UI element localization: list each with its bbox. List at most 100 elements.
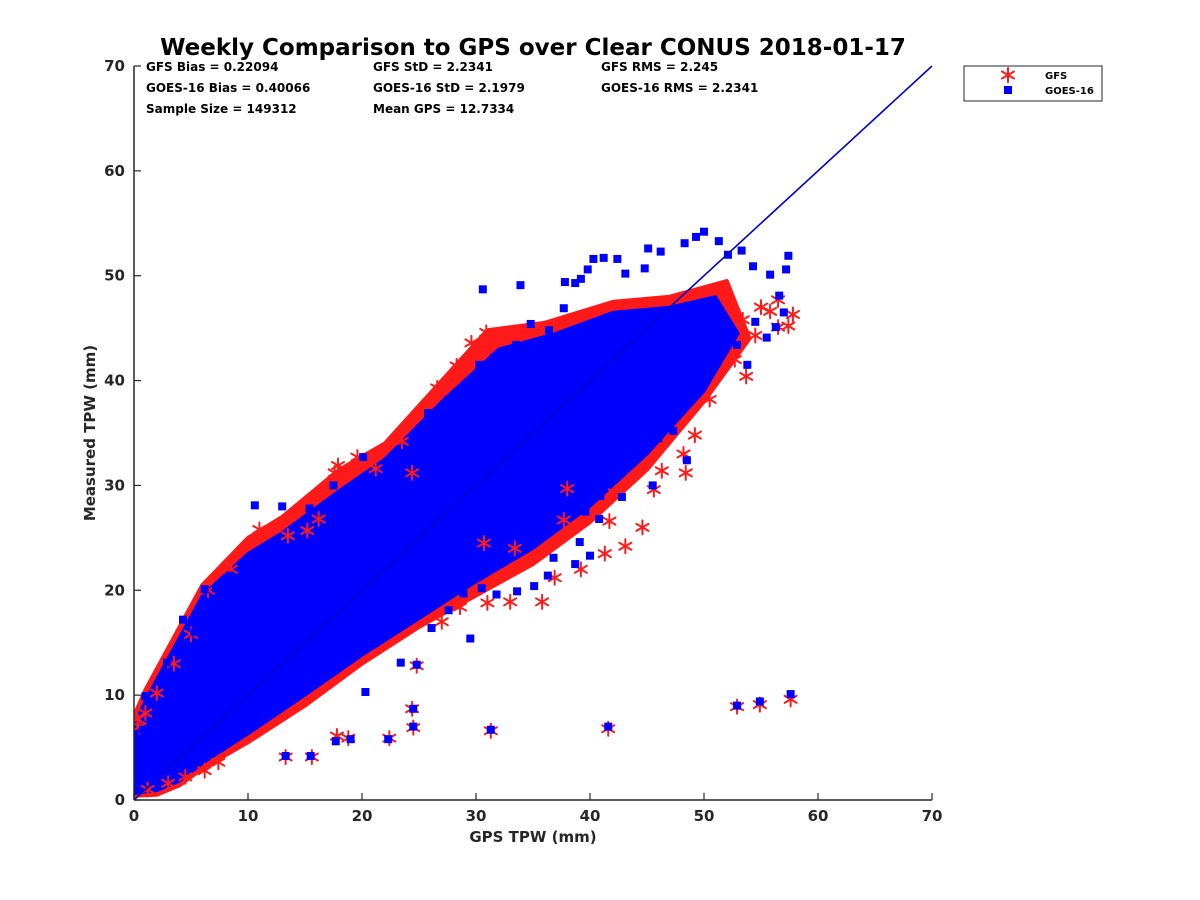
- gfs-point: [602, 513, 617, 530]
- gfs-point: [618, 538, 633, 555]
- gfs-point: [149, 685, 164, 702]
- goes16-point: [200, 585, 209, 594]
- gfs-point: [560, 480, 575, 497]
- goes16-point: [179, 615, 188, 624]
- goes16-point: [733, 701, 742, 710]
- legend: GFS GOES-16: [963, 65, 1103, 102]
- gfs-point: [507, 540, 522, 557]
- gfs-point: [178, 768, 193, 785]
- goes16-point: [544, 326, 553, 335]
- legend-goes16-square: [1004, 86, 1012, 94]
- goes16-point: [560, 278, 569, 287]
- goes16-point: [526, 319, 535, 328]
- gfs-point: [753, 299, 769, 316]
- goes16-point: [409, 722, 418, 731]
- goes16-point: [559, 304, 568, 313]
- gfs-point: [597, 545, 612, 562]
- goes16-point: [786, 690, 795, 699]
- gfs-point: [702, 391, 717, 408]
- goes16-point: [396, 658, 405, 667]
- goes16-point: [430, 582, 439, 591]
- gfs-point: [449, 357, 464, 374]
- goes16-point: [638, 446, 647, 455]
- one-to-one-line: [133, 65, 933, 801]
- goes16-point: [680, 239, 689, 248]
- gfs-point: [735, 311, 750, 328]
- goes16-point: [305, 504, 314, 513]
- gfs-point: [134, 711, 145, 728]
- goes16-point: [424, 409, 433, 418]
- goes16-point: [444, 606, 453, 615]
- y-tick-label: 20: [104, 581, 125, 599]
- y-tick-label: 30: [104, 476, 125, 494]
- goes16-point: [409, 704, 418, 713]
- goes16-point: [492, 537, 501, 546]
- goes16-point: [640, 264, 649, 273]
- gfs-point: [452, 599, 468, 616]
- stat-goes16-bias: GOES-16 Bias = 0.40066: [146, 81, 310, 95]
- goes16-point: [782, 265, 791, 274]
- goes16-point: [490, 353, 499, 362]
- y-axis-label: Measured TPW (mm): [81, 345, 99, 521]
- gfs-point: [211, 754, 226, 771]
- legend-box: [963, 65, 1103, 102]
- gfs-point: [405, 464, 420, 481]
- stat-gfs-rms: GFS RMS = 2.245: [601, 60, 718, 74]
- goes16-point: [543, 571, 552, 580]
- legend-gfs-asterisk: [1000, 67, 1016, 83]
- goes16-point: [648, 481, 657, 490]
- goes16-point: [444, 395, 453, 404]
- stat-goes16-rms: GOES-16 RMS = 2.2341: [601, 81, 758, 95]
- goes16-point: [492, 590, 501, 599]
- goes16-point: [700, 227, 708, 236]
- x-tick-label: 50: [694, 807, 715, 825]
- legend-gfs-label: GFS: [1045, 71, 1067, 82]
- gfs-point: [635, 519, 650, 536]
- goes16-point: [779, 308, 788, 317]
- x-tick-label: 30: [466, 807, 487, 825]
- gfs-point: [368, 460, 383, 477]
- gfs-point: [535, 593, 550, 610]
- stats-block: GFS Bias = 0.22094 GFS StD = 2.2341 GFS …: [146, 60, 758, 116]
- gfs-point: [434, 613, 449, 630]
- goes16-point: [549, 553, 558, 562]
- goes16-point: [359, 453, 368, 462]
- goes16-point: [682, 456, 691, 465]
- y-tick-label: 10: [104, 686, 125, 704]
- goes16-point: [589, 254, 598, 263]
- goes16-point: [762, 333, 771, 342]
- goes16-point: [475, 360, 484, 369]
- goes16-point: [384, 735, 393, 744]
- gfs-point: [197, 762, 212, 779]
- x-tick-label: 70: [922, 807, 943, 825]
- goes16-point: [604, 722, 613, 731]
- one-to-one-line-group: [133, 65, 933, 801]
- goes16-point: [586, 551, 594, 560]
- goes16-point: [530, 582, 539, 591]
- goes16-point: [139, 725, 148, 734]
- goes16-point: [389, 473, 398, 482]
- goes16-point: [575, 538, 584, 547]
- goes16-point: [669, 426, 678, 435]
- goes16-point: [141, 692, 150, 701]
- goes16-point: [460, 384, 469, 393]
- gfs-point: [394, 433, 409, 450]
- gfs-point: [739, 368, 754, 385]
- x-tick-label: 20: [352, 807, 373, 825]
- gfs-point: [556, 512, 571, 529]
- stat-gfs-bias: GFS Bias = 0.22094: [146, 60, 278, 74]
- y-tick-label: 60: [104, 162, 125, 180]
- goes16-point: [743, 360, 752, 369]
- goes16-point: [771, 323, 780, 332]
- axes: [133, 65, 933, 801]
- goes16-point: [346, 735, 355, 744]
- gfs-point: [464, 334, 479, 351]
- goes16-point: [278, 502, 287, 511]
- goes16-point: [714, 237, 723, 246]
- goes16-point: [281, 751, 290, 760]
- goes16-point: [212, 584, 221, 593]
- point-cloud: [134, 279, 752, 798]
- goes16-point: [621, 269, 630, 278]
- goes16-point: [190, 628, 199, 637]
